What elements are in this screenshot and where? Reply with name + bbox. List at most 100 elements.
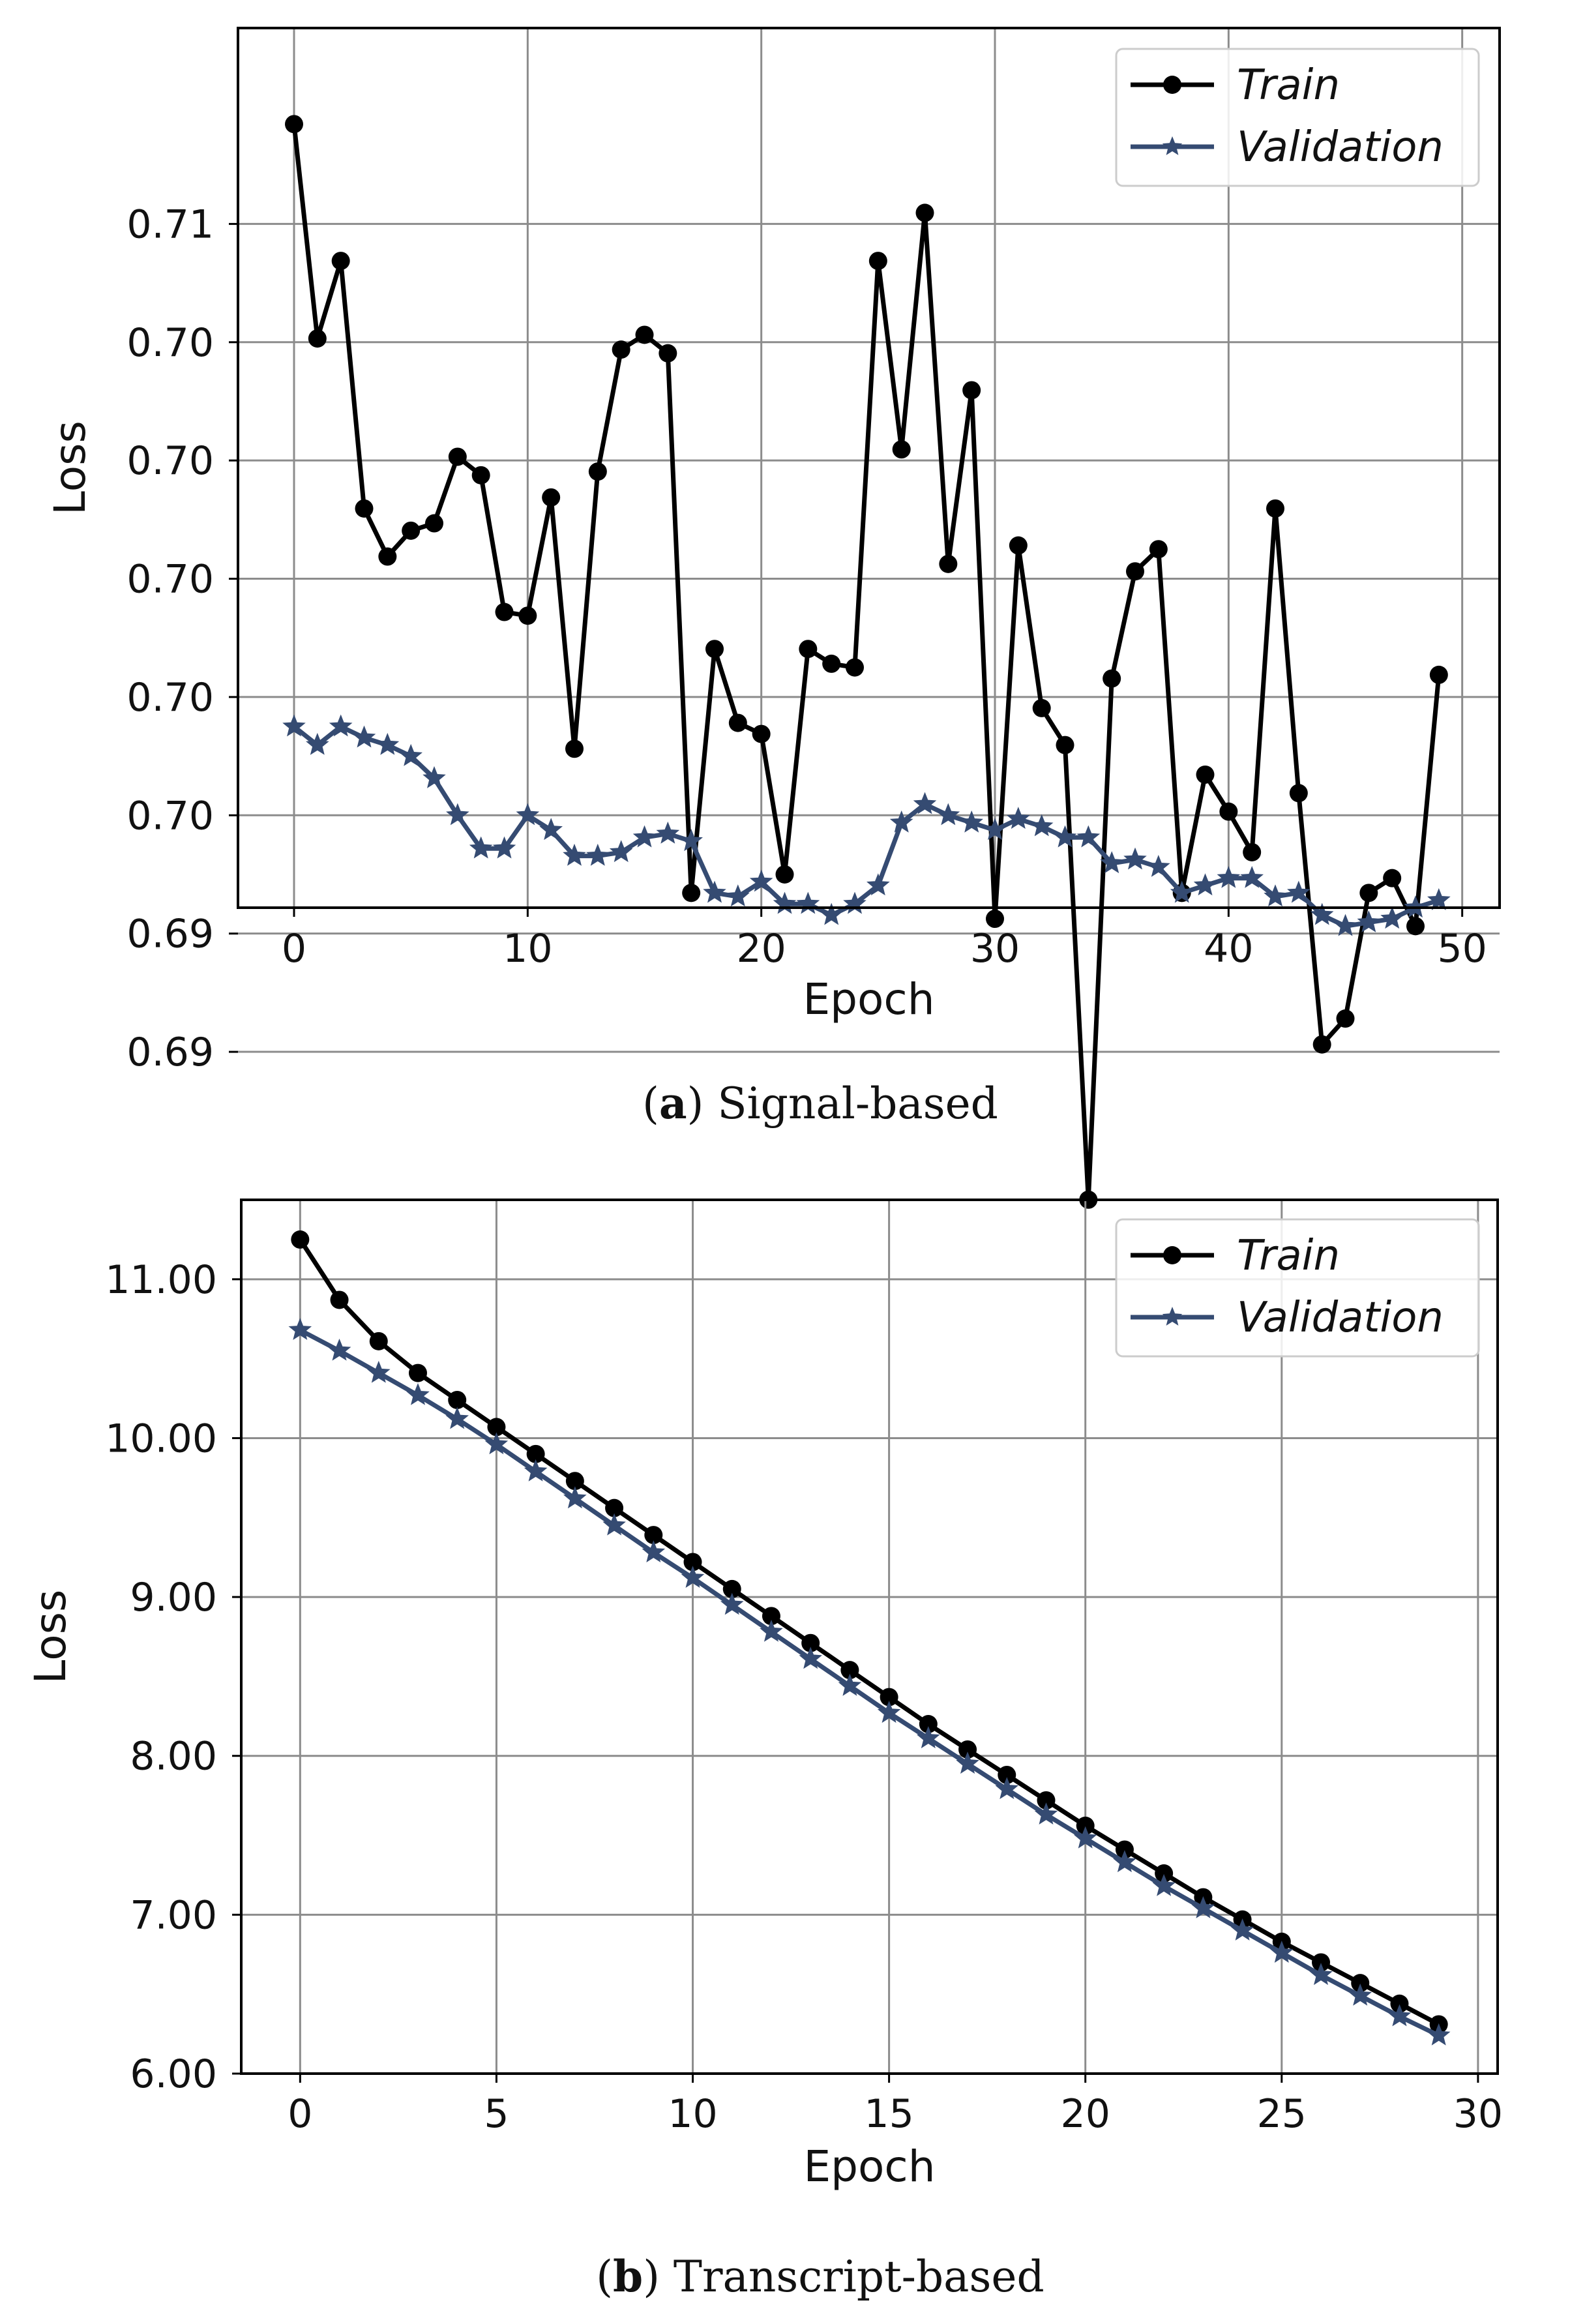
y-tick-label: 9.00 [130,1575,217,1620]
caption-a: (a) Signal-based [642,1078,998,1129]
data-point-train [1243,842,1262,861]
data-point-train [1056,736,1074,754]
data-point-validation [1030,814,1054,837]
data-point-train [1336,1009,1355,1028]
x-axis-title: Epoch [803,2141,935,2192]
data-point-validation [632,825,657,848]
data-point-train [1312,1035,1331,1054]
y-tick-label: 8.00 [130,1734,217,1780]
data-point-train [495,603,514,621]
data-point-train [425,514,443,533]
data-point-validation [1387,2004,1412,2027]
data-point-train [986,910,1004,929]
caption-a-text: Signal-based [717,1079,998,1129]
data-point-validation [1100,851,1123,874]
data-point-train [408,1363,427,1382]
data-point-train [1032,698,1051,717]
data-point-validation [799,1646,822,1669]
data-point-train [1155,1864,1174,1883]
data-point-train [1076,1816,1095,1835]
y-tick-label: 10.00 [105,1416,217,1461]
x-tick-label: 15 [864,2091,913,2137]
data-point-train [565,739,584,758]
data-point-train [998,1765,1016,1784]
data-point-train [705,640,724,659]
data-point-train [1429,665,1448,684]
data-point-validation [352,725,376,748]
y-tick-label: 0.70 [126,438,214,484]
y-tick-label: 0.70 [126,793,214,839]
data-point-train [1009,536,1028,555]
data-point-train [1037,1791,1056,1810]
data-point-validation [469,836,493,859]
data-point-train [1103,669,1121,688]
data-point-train [962,381,981,400]
plot-frame [240,1199,1499,2075]
data-point-validation [1309,1963,1333,1986]
data-point-train [331,252,350,271]
data-point-validation [1380,906,1404,929]
data-point-validation [516,803,540,826]
data-point-train [939,554,958,573]
data-point-train [565,1472,584,1491]
data-point-train [799,640,818,659]
data-point-train [840,1661,859,1680]
data-point-train [915,203,934,222]
chart-transcript-based: 0 5 10 15 20 25 30 11.00 10.00 9.00 8.00 7.00 6.00 Ep… [25,1199,1503,2192]
y-tick-label: 11.00 [105,1257,217,1303]
data-point-validation [1240,865,1264,888]
data-point-train [588,462,607,481]
data-point-validation [1287,880,1311,903]
data-point-validation [1427,2023,1451,2046]
data-point-validation [484,1432,509,1455]
data-point-train [402,521,421,540]
data-point-validation [956,1751,979,1774]
data-point-train [291,1230,310,1249]
data-point-train [801,1633,820,1652]
data-point-validation [995,1777,1019,1799]
data-point-validation [877,1701,901,1723]
data-point-validation [1170,880,1194,903]
data-point-validation [586,843,610,866]
data-point-validation [960,810,983,833]
legend-label-train: Train [1237,1232,1340,1280]
data-point-validation [681,1566,705,1588]
data-point-train [683,1553,702,1572]
data-point-validation [422,766,446,788]
data-point-validation [1333,914,1357,936]
data-point-validation [1427,887,1451,910]
caption-b-label: b [613,2251,643,2302]
x-tick-label: 25 [1257,2091,1307,2137]
data-point-validation [282,714,306,737]
data-point-train [682,884,701,902]
data-point-train [330,1290,349,1309]
data-point-validation [726,884,750,907]
data-point-validation [327,1338,351,1361]
data-point-validation [563,1486,587,1509]
plot-frame [237,27,1501,909]
x-tick-label: 50 [1437,926,1487,972]
data-point-train [762,1607,780,1626]
data-point-train [644,1526,663,1545]
series-line-validation [299,1328,1440,2038]
data-point-validation [679,829,703,852]
caption-b-text: Transcript-based [674,2252,1044,2302]
legend-label-train: Train [1237,61,1340,110]
data-point-train [448,447,467,466]
data-point-validation [1053,825,1077,848]
data-point-validation [602,1513,626,1536]
data-point-train [518,606,537,625]
data-point-validation [889,810,913,833]
legend-label-validation: Validation [1237,1294,1444,1342]
x-axis-title: Epoch [803,974,934,1024]
data-point-validation [1357,910,1381,932]
y-tick-label: 0.70 [126,675,214,721]
data-point-validation [749,869,773,892]
data-point-train [880,1688,898,1706]
legend-marker-train [1163,1246,1181,1264]
data-point-train [1196,765,1215,784]
data-point-validation [445,1407,469,1429]
data-point-train [542,488,561,507]
